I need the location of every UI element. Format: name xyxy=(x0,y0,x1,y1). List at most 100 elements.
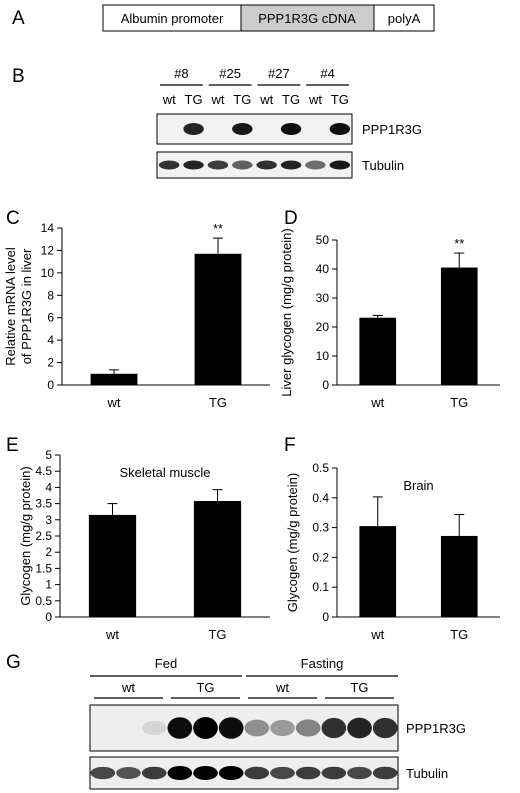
chart-title: Brain xyxy=(403,478,433,493)
panel-letter-g: G xyxy=(6,652,21,673)
blot-strip xyxy=(89,704,399,752)
panel-letter-c: C xyxy=(6,208,20,229)
blot-band xyxy=(183,123,204,135)
y-tick-label: 0.3 xyxy=(312,521,329,535)
bar xyxy=(440,535,478,617)
x-tick-label: wt xyxy=(370,395,384,410)
blot-band xyxy=(207,160,229,170)
y-tick-label: 0.5 xyxy=(35,594,52,608)
blot-strip xyxy=(89,756,399,790)
blot-band xyxy=(321,766,347,780)
mouse-id-label: #4 xyxy=(320,66,334,81)
x-tick-label: TG xyxy=(450,627,468,642)
bar xyxy=(90,373,138,385)
band-label: PPP1R3G xyxy=(362,122,422,137)
cdna-label: PPP1R3G cDNA xyxy=(258,11,356,26)
x-tick-label: wt xyxy=(107,395,121,410)
mouse-id-label: #27 xyxy=(268,66,290,81)
blot-band xyxy=(232,123,253,135)
y-tick-label: 14 xyxy=(41,221,55,235)
blot-band xyxy=(218,717,244,739)
panel-letter-e: E xyxy=(6,435,19,456)
lane-label: TG xyxy=(282,92,300,107)
band-label: PPP1R3G xyxy=(406,721,466,736)
y-tick-label: 30 xyxy=(316,291,330,305)
y-axis-label: Liver glycogen (mg/g protein) xyxy=(279,228,294,396)
x-tick-label: TG xyxy=(208,627,226,642)
blot-band xyxy=(193,717,218,739)
mouse-id-label: #25 xyxy=(219,66,241,81)
blot-band xyxy=(244,766,270,780)
band-label: Tubulin xyxy=(362,158,404,173)
blot-band xyxy=(347,717,372,739)
promoter-box xyxy=(102,4,242,32)
y-tick-label: 2 xyxy=(47,356,54,370)
blot-band xyxy=(347,766,372,780)
y-tick-label: 2 xyxy=(45,545,52,559)
blot-band xyxy=(244,719,270,737)
y-axis-label: Relative mRNA level xyxy=(3,247,18,366)
blot-band xyxy=(158,160,180,170)
lane-label: wt xyxy=(308,92,322,107)
y-tick-label: 3 xyxy=(45,513,52,527)
y-axis-label: Glycogen (mg/g protein) xyxy=(285,473,300,612)
y-tick-label: 0 xyxy=(322,378,329,392)
blot-band xyxy=(270,766,295,780)
mouse-id-label: #8 xyxy=(174,66,188,81)
blot-band xyxy=(183,160,204,170)
promoter-label: Albumin promoter xyxy=(121,11,224,26)
group-label: Fed xyxy=(155,656,177,671)
y-tick-label: 4.5 xyxy=(35,464,52,478)
x-tick-label: TG xyxy=(450,395,468,410)
blot-band xyxy=(372,766,398,780)
blot-band xyxy=(141,766,167,780)
subgroup-label: wt xyxy=(121,680,135,695)
x-tick-label: TG xyxy=(209,395,227,410)
y-tick-label: 12 xyxy=(41,243,55,257)
significance-marker: ** xyxy=(213,221,223,236)
y-tick-label: 40 xyxy=(316,262,330,276)
blot-band xyxy=(280,160,302,170)
significance-marker: ** xyxy=(454,236,464,251)
y-tick-label: 0.2 xyxy=(312,550,329,564)
x-tick-label: wt xyxy=(370,627,384,642)
y-tick-label: 10 xyxy=(41,266,55,280)
blot-band xyxy=(270,719,295,737)
bar xyxy=(193,501,242,617)
y-tick-label: 8 xyxy=(47,288,54,302)
y-tick-label: 4 xyxy=(45,480,52,494)
lane-label: TG xyxy=(185,92,203,107)
western-blot-g: Fed Fasting wt TG wt TG PPP1R3G Tubulin xyxy=(89,656,466,790)
y-tick-label: 5 xyxy=(45,448,52,462)
western-blot-b: #8 #25 #27 #4 wt TG wt TG wt TG wt TG PPP1R3G Tubulin xyxy=(156,66,422,179)
blot-band xyxy=(90,766,116,780)
blot-band xyxy=(295,719,321,737)
x-tick-label: wt xyxy=(105,627,119,642)
y-axis-label: Glycogen (mg/g protein) xyxy=(18,466,33,605)
blot-band xyxy=(167,766,193,780)
lane-label: TG xyxy=(331,92,349,107)
y-tick-label: 0 xyxy=(45,610,52,624)
y-tick-label: 20 xyxy=(316,320,330,334)
y-tick-label: 6 xyxy=(47,311,54,325)
blot-band xyxy=(167,717,193,739)
blot-band xyxy=(329,160,351,170)
blot-band xyxy=(141,720,167,736)
subgroup-label: wt xyxy=(275,680,289,695)
panel-letter-d: D xyxy=(284,208,298,229)
lane-label: TG xyxy=(233,92,251,107)
blot-band xyxy=(305,160,326,170)
bar xyxy=(440,267,478,385)
blot-band xyxy=(218,766,244,780)
construct-diagram: Albumin promoter PPP1R3G cDNA polyA xyxy=(102,4,435,32)
panel-letter-b: B xyxy=(12,66,25,87)
blot-band xyxy=(232,160,253,170)
blot-band xyxy=(116,766,141,780)
bar xyxy=(194,253,242,385)
blot-band xyxy=(193,766,218,780)
y-tick-label: 3.5 xyxy=(35,497,52,511)
panel-letter-f: F xyxy=(284,435,296,456)
cdna-box xyxy=(240,4,375,32)
blot-band xyxy=(280,123,302,135)
